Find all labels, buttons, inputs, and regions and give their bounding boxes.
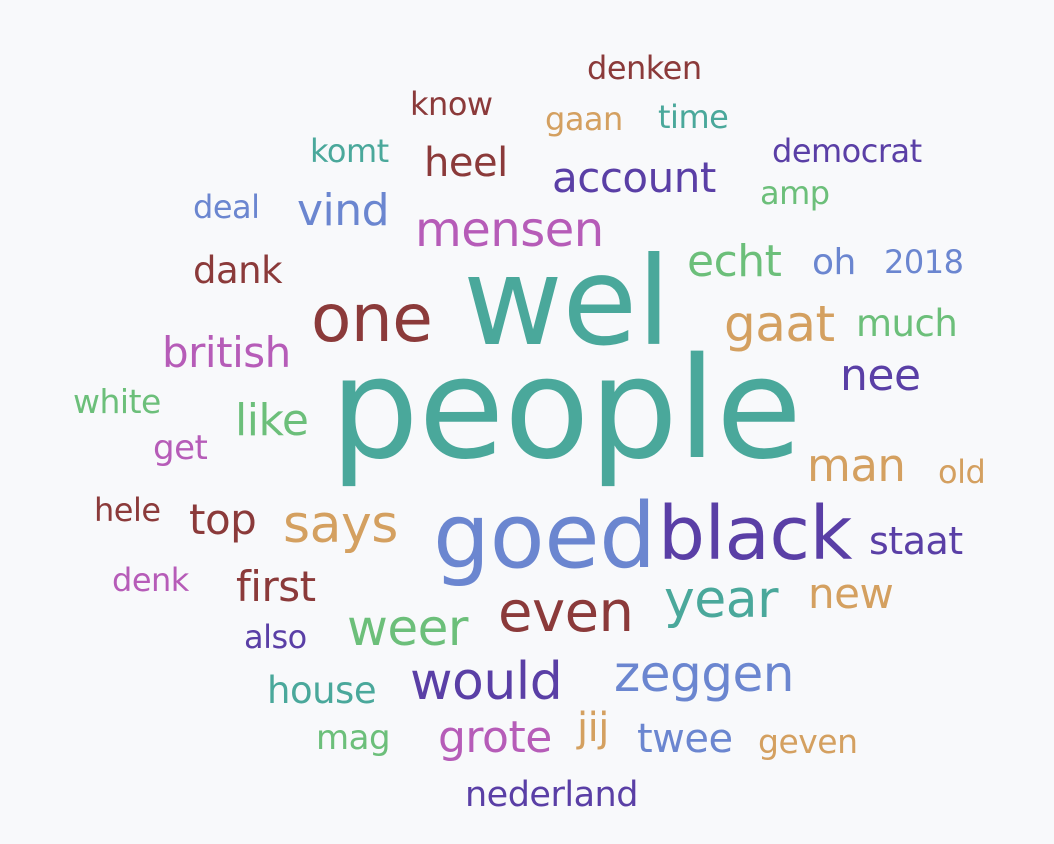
word-also: also	[244, 618, 307, 656]
word-top: top	[189, 495, 257, 544]
word-man: man	[807, 439, 906, 492]
word-wel: wel	[463, 231, 671, 373]
word-says: says	[283, 495, 398, 555]
word-deal: deal	[193, 188, 260, 226]
word-one: one	[311, 280, 433, 357]
word-heel: heel	[424, 140, 508, 186]
word-get: get	[153, 428, 208, 468]
word-zeggen: zeggen	[614, 645, 794, 703]
word-2018: 2018	[884, 243, 964, 281]
word-staat: staat	[869, 519, 963, 563]
word-gaat: gaat	[724, 295, 835, 353]
word-gaan: gaan	[545, 100, 623, 138]
word-denk: denk	[112, 561, 189, 599]
word-nederland: nederland	[465, 775, 638, 815]
word-would: would	[410, 652, 563, 712]
word-like: like	[235, 395, 309, 446]
word-vind: vind	[297, 185, 390, 236]
word-democrat: democrat	[772, 132, 922, 170]
word-geven: geven	[758, 722, 858, 761]
word-black: black	[658, 491, 852, 577]
word-even: even	[498, 580, 634, 645]
word-dank: dank	[193, 249, 283, 292]
word-new: new	[808, 569, 894, 618]
word-weer: weer	[347, 599, 468, 657]
word-know: know	[410, 85, 493, 123]
word-goed: goed	[433, 484, 656, 589]
word-first: first	[236, 562, 316, 611]
word-hele: hele	[94, 491, 161, 529]
word-jij: jij	[577, 705, 609, 751]
word-year: year	[664, 570, 779, 630]
word-mag: mag	[316, 718, 391, 758]
word-echt: echt	[687, 236, 782, 287]
word-white: white	[73, 382, 161, 421]
word-amp: amp	[760, 174, 830, 212]
word-nee: nee	[840, 350, 921, 401]
word-mensen: mensen	[415, 202, 604, 258]
word-komt: komt	[310, 132, 389, 170]
word-grote: grote	[438, 712, 552, 763]
word-much: much	[856, 302, 958, 345]
word-oh: oh	[812, 242, 856, 283]
word-twee: twee	[637, 716, 733, 762]
word-old: old	[938, 453, 986, 491]
word-house: house	[267, 669, 377, 712]
word-account: account	[552, 153, 716, 202]
word-people: people	[330, 328, 802, 491]
word-time: time	[658, 98, 729, 136]
word-british: british	[162, 328, 291, 377]
word-denken: denken	[587, 49, 702, 87]
